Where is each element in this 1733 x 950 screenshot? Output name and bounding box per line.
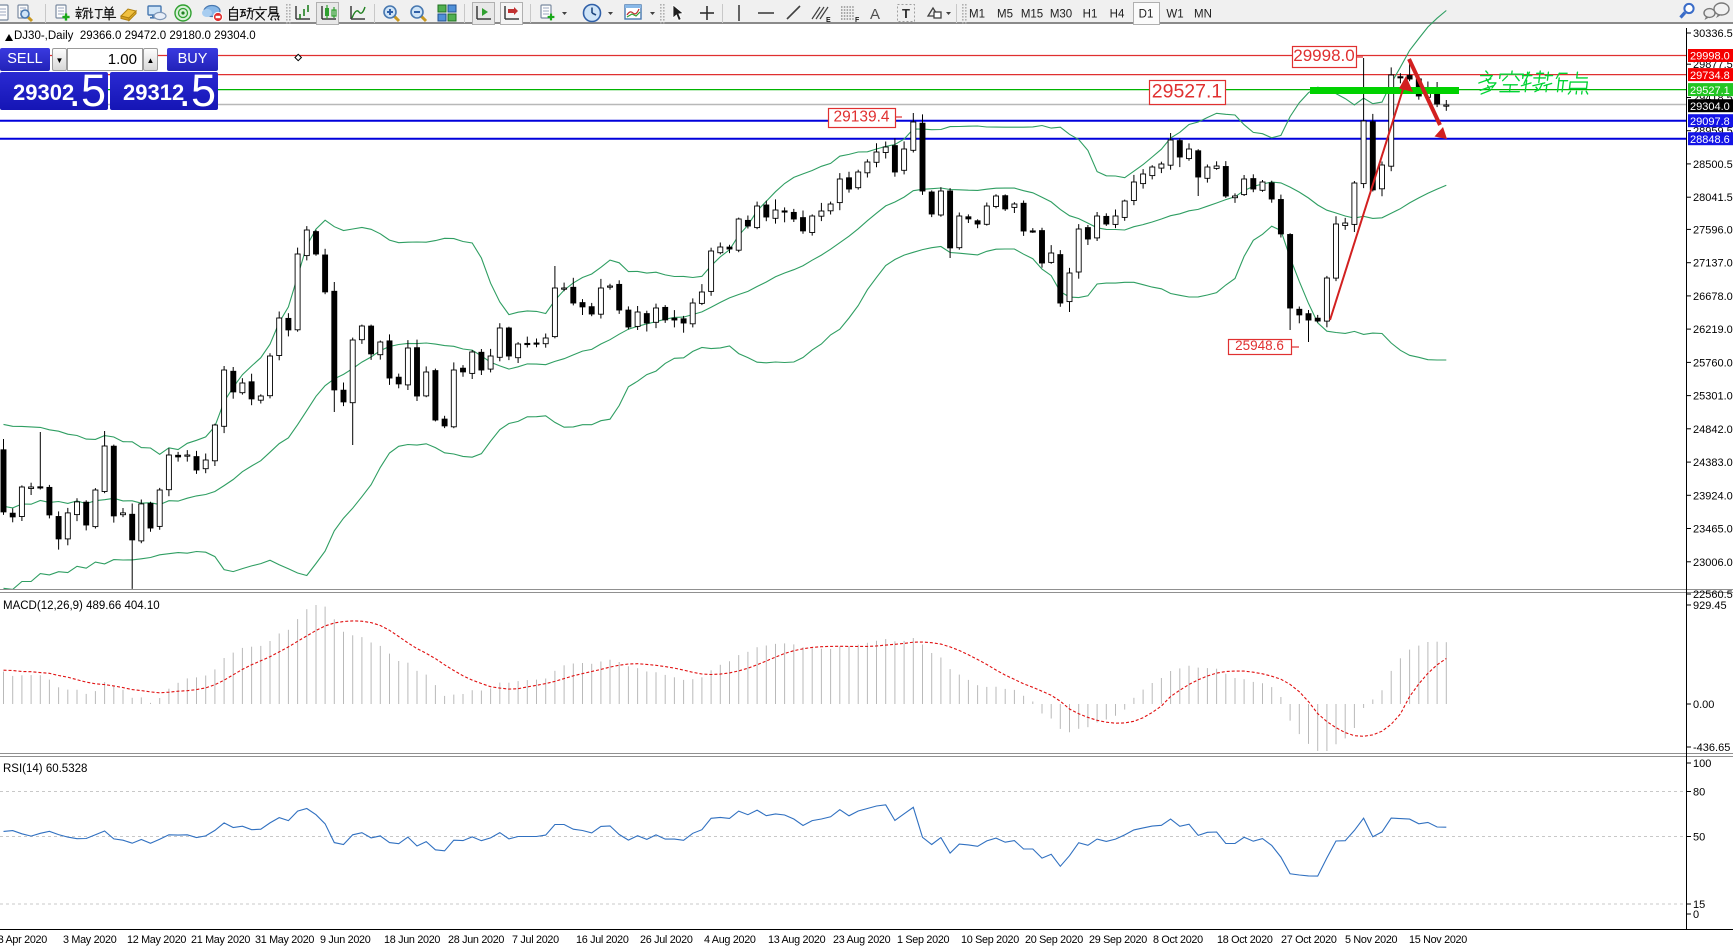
svg-text:28041.5: 28041.5 bbox=[1693, 192, 1733, 204]
svg-text:29304.0: 29304.0 bbox=[1690, 101, 1730, 113]
svg-text:F: F bbox=[855, 17, 860, 24]
svg-text:M15: M15 bbox=[1021, 9, 1043, 21]
svg-text:22560.5: 22560.5 bbox=[1693, 589, 1733, 601]
svg-text:23006.0: 23006.0 bbox=[1693, 557, 1733, 569]
svg-text:18 Jun 2020: 18 Jun 2020 bbox=[384, 934, 440, 946]
svg-text:26 Jul 2020: 26 Jul 2020 bbox=[640, 934, 693, 946]
svg-text:20 Sep 2020: 20 Sep 2020 bbox=[1025, 934, 1083, 946]
svg-text:13 Aug 2020: 13 Aug 2020 bbox=[768, 934, 826, 946]
svg-text:29 Sep 2020: 29 Sep 2020 bbox=[1089, 934, 1147, 946]
svg-text:28500.5: 28500.5 bbox=[1693, 159, 1733, 171]
svg-text:-436.65: -436.65 bbox=[1693, 742, 1730, 754]
svg-text:29527.1: 29527.1 bbox=[1152, 80, 1223, 102]
svg-text:50: 50 bbox=[1693, 832, 1705, 844]
svg-text:3 May 2020: 3 May 2020 bbox=[63, 934, 117, 946]
svg-text:26219.0: 26219.0 bbox=[1693, 324, 1733, 336]
svg-text:25301.0: 25301.0 bbox=[1693, 391, 1733, 403]
svg-text:D1: D1 bbox=[1139, 9, 1154, 21]
svg-text:4 Aug 2020: 4 Aug 2020 bbox=[704, 934, 756, 946]
svg-text:24383.0: 24383.0 bbox=[1693, 457, 1733, 469]
svg-text:23465.0: 23465.0 bbox=[1693, 524, 1733, 536]
svg-text:26678.0: 26678.0 bbox=[1693, 291, 1733, 303]
svg-text:929.45: 929.45 bbox=[1693, 600, 1727, 612]
svg-text:29998.0: 29998.0 bbox=[1293, 46, 1354, 65]
svg-text:21 May 2020: 21 May 2020 bbox=[191, 934, 250, 946]
svg-text:M5: M5 bbox=[997, 9, 1013, 21]
svg-text:29527.1: 29527.1 bbox=[1690, 85, 1730, 97]
svg-text:16 Jul 2020: 16 Jul 2020 bbox=[576, 934, 629, 946]
svg-text:25948.6: 25948.6 bbox=[1235, 338, 1284, 353]
svg-text:100: 100 bbox=[1693, 758, 1711, 770]
svg-text:25760.0: 25760.0 bbox=[1693, 357, 1733, 369]
svg-text:31 May 2020: 31 May 2020 bbox=[255, 934, 314, 946]
svg-text:0.00: 0.00 bbox=[1693, 699, 1714, 711]
svg-text:10 Sep 2020: 10 Sep 2020 bbox=[961, 934, 1019, 946]
svg-text:23 Aug 2020: 23 Aug 2020 bbox=[833, 934, 891, 946]
svg-text:15 Nov 2020: 15 Nov 2020 bbox=[1409, 934, 1467, 946]
svg-text:7 Jul 2020: 7 Jul 2020 bbox=[512, 934, 559, 946]
svg-text:24842.0: 24842.0 bbox=[1693, 424, 1733, 436]
svg-text:MACD(12,26,9) 489.66 404.10: MACD(12,26,9) 489.66 404.10 bbox=[3, 600, 160, 612]
svg-text:H1: H1 bbox=[1083, 9, 1098, 21]
svg-text:80: 80 bbox=[1693, 787, 1705, 799]
svg-text:28 Jun 2020: 28 Jun 2020 bbox=[448, 934, 504, 946]
svg-text:27137.0: 27137.0 bbox=[1693, 258, 1733, 270]
svg-text:23 Apr 2020: 23 Apr 2020 bbox=[0, 934, 47, 946]
svg-text:23924.0: 23924.0 bbox=[1693, 490, 1733, 502]
svg-text:29734.8: 29734.8 bbox=[1690, 70, 1730, 82]
svg-text:12 May 2020: 12 May 2020 bbox=[127, 934, 186, 946]
svg-text:T: T bbox=[902, 6, 910, 21]
svg-text:H4: H4 bbox=[1110, 9, 1125, 21]
svg-text:E: E bbox=[826, 17, 831, 24]
svg-text:0: 0 bbox=[1693, 909, 1699, 921]
svg-text:9 Jun 2020: 9 Jun 2020 bbox=[320, 934, 371, 946]
svg-text:1 Sep 2020: 1 Sep 2020 bbox=[897, 934, 950, 946]
svg-text:8 Oct 2020: 8 Oct 2020 bbox=[1153, 934, 1203, 946]
svg-text:27596.0: 27596.0 bbox=[1693, 224, 1733, 236]
svg-text:28848.6: 28848.6 bbox=[1690, 134, 1730, 146]
svg-text:27 Oct 2020: 27 Oct 2020 bbox=[1281, 934, 1337, 946]
svg-text:29097.8: 29097.8 bbox=[1690, 116, 1730, 128]
svg-text:M30: M30 bbox=[1050, 9, 1072, 21]
svg-text:15: 15 bbox=[1693, 899, 1705, 911]
svg-text:A: A bbox=[870, 6, 880, 23]
svg-text:29139.4: 29139.4 bbox=[833, 109, 889, 126]
svg-text:30336.5: 30336.5 bbox=[1693, 28, 1733, 40]
svg-text:18 Oct 2020: 18 Oct 2020 bbox=[1217, 934, 1273, 946]
svg-text:MN: MN bbox=[1194, 9, 1212, 21]
svg-text:5 Nov 2020: 5 Nov 2020 bbox=[1345, 934, 1398, 946]
svg-text:M1: M1 bbox=[969, 9, 985, 21]
svg-text:29998.0: 29998.0 bbox=[1690, 51, 1730, 63]
svg-text:RSI(14) 60.5328: RSI(14) 60.5328 bbox=[3, 763, 87, 775]
svg-text:W1: W1 bbox=[1166, 9, 1183, 21]
